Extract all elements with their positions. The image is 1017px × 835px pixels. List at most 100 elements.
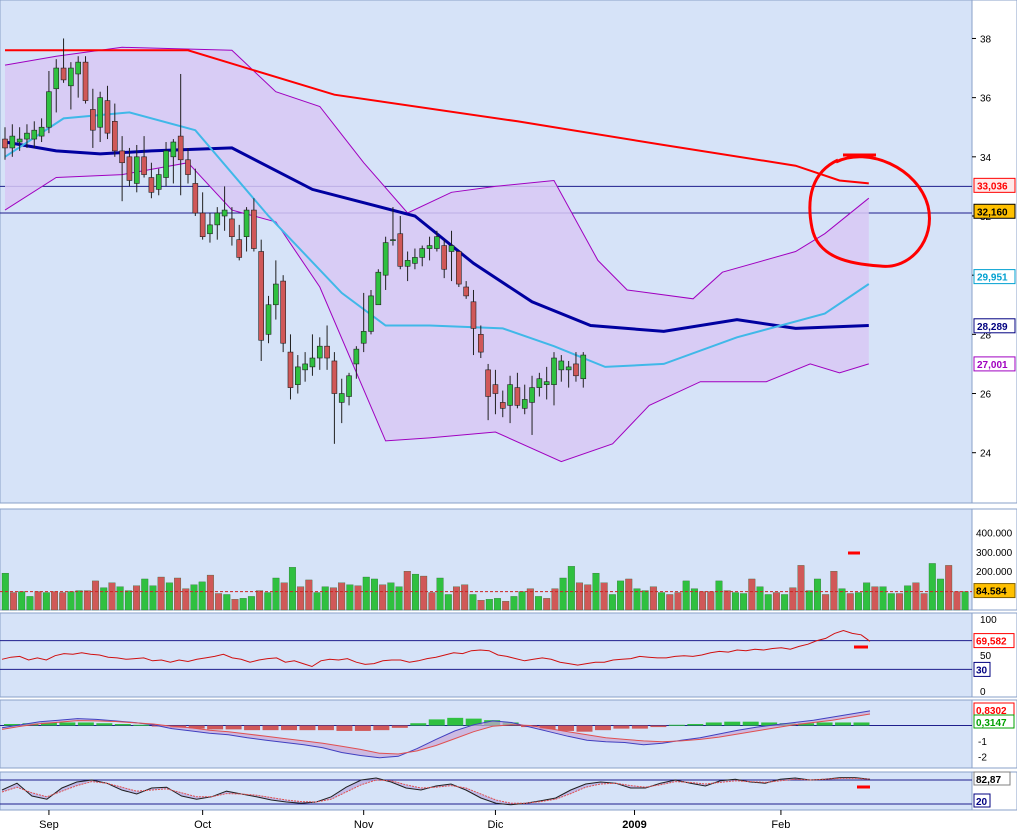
candle-body xyxy=(221,209,228,217)
macd-value-box-1 xyxy=(973,714,1015,729)
candle xyxy=(258,239,265,361)
macd-histogram-bar xyxy=(798,723,815,726)
macd-histogram-bar xyxy=(207,725,224,730)
volume-bar xyxy=(863,582,871,611)
candle-body xyxy=(53,67,60,90)
candle-body xyxy=(90,109,96,131)
candle xyxy=(470,289,477,356)
volume-bar xyxy=(247,596,255,611)
x-axis-label-3: Dic xyxy=(487,819,503,830)
volume-bar xyxy=(559,577,567,611)
candle-body xyxy=(97,97,103,128)
volume-bar xyxy=(428,592,436,611)
macd-histogram-bar xyxy=(447,717,464,726)
price-value-label-0: 33,036 xyxy=(977,181,1008,192)
volume-bar xyxy=(731,592,739,611)
candle-body xyxy=(419,248,426,258)
macd-histogram-bar xyxy=(40,722,57,726)
volume-bar xyxy=(526,588,534,611)
volume-bar xyxy=(108,582,116,611)
candle-body xyxy=(324,345,330,359)
macd-histogram-bar xyxy=(244,725,261,731)
volume-bar xyxy=(912,582,920,611)
volume-bar xyxy=(362,576,370,611)
volume-bar xyxy=(707,591,715,611)
candle-body xyxy=(9,135,16,149)
candle-body xyxy=(448,245,455,252)
candle xyxy=(404,251,411,282)
macd-histogram-bar xyxy=(465,718,482,726)
candle-body xyxy=(126,156,133,181)
candle xyxy=(214,207,221,240)
candle xyxy=(529,375,535,435)
candle xyxy=(448,230,455,282)
candle-body xyxy=(477,334,484,353)
candle xyxy=(243,207,250,252)
candle-body xyxy=(521,399,528,409)
candle-body xyxy=(112,121,118,152)
candle-body xyxy=(155,174,162,190)
macd-tick-label: -1 xyxy=(978,737,987,748)
candle-body xyxy=(507,384,513,406)
osc2-value-box-0 xyxy=(973,771,1011,786)
volume-bar xyxy=(444,594,452,611)
moving-average-line-0 xyxy=(5,49,869,185)
candle-body xyxy=(2,138,8,149)
osc1-value-label-1: 30 xyxy=(976,665,988,676)
volume-bar xyxy=(329,587,337,611)
volume-bar xyxy=(896,593,903,611)
volume-bar xyxy=(838,588,846,611)
volume-bar xyxy=(116,586,124,611)
candle-body xyxy=(492,384,499,394)
volume-bar xyxy=(649,586,657,611)
candle xyxy=(38,118,45,143)
candle xyxy=(31,121,38,148)
price-value-box-2 xyxy=(973,269,1016,285)
volume-bar xyxy=(26,596,34,611)
volume-bar xyxy=(141,578,149,611)
candle xyxy=(141,136,147,178)
candle-body xyxy=(214,212,221,226)
volume-bar xyxy=(748,578,756,611)
bollinger-lower-line xyxy=(4,162,869,463)
macd-histogram-bar xyxy=(687,724,704,726)
volume-bar xyxy=(420,575,428,611)
osc1-line xyxy=(1,629,871,668)
volume-bar xyxy=(133,585,141,611)
macd-histogram-bar xyxy=(613,725,630,729)
candle xyxy=(265,295,272,344)
candle xyxy=(60,38,67,83)
volume-bar xyxy=(305,579,313,611)
volume-tick-label: 300.000 xyxy=(976,548,1013,559)
volume-bar xyxy=(346,584,354,611)
volume-bar xyxy=(51,591,58,611)
panel-osc1 xyxy=(0,612,973,698)
candle xyxy=(273,260,279,320)
candle xyxy=(434,230,440,252)
volume-bar xyxy=(92,580,99,611)
candle-body xyxy=(338,393,345,403)
volume-bar xyxy=(371,578,378,611)
candle-body xyxy=(229,218,235,238)
candle xyxy=(521,384,528,415)
candle xyxy=(192,168,199,216)
volume-bar xyxy=(617,580,625,611)
macd-histogram-bar xyxy=(336,725,353,731)
candle-body xyxy=(551,357,557,385)
volume-bar xyxy=(723,590,731,611)
candle xyxy=(207,213,213,243)
price-tick-label: 34 xyxy=(980,153,992,164)
osc2-value-box-1 xyxy=(973,793,991,808)
candle xyxy=(580,352,587,388)
candle xyxy=(514,372,521,409)
macd-histogram-bar xyxy=(373,725,390,731)
candle-body xyxy=(390,239,396,241)
axis-strip-price xyxy=(971,0,1017,504)
volume-bar xyxy=(625,578,633,611)
candle xyxy=(346,372,352,406)
candle-body xyxy=(258,251,265,341)
candle xyxy=(536,372,543,397)
macd-value-label-0: 0,8302 xyxy=(976,706,1007,717)
